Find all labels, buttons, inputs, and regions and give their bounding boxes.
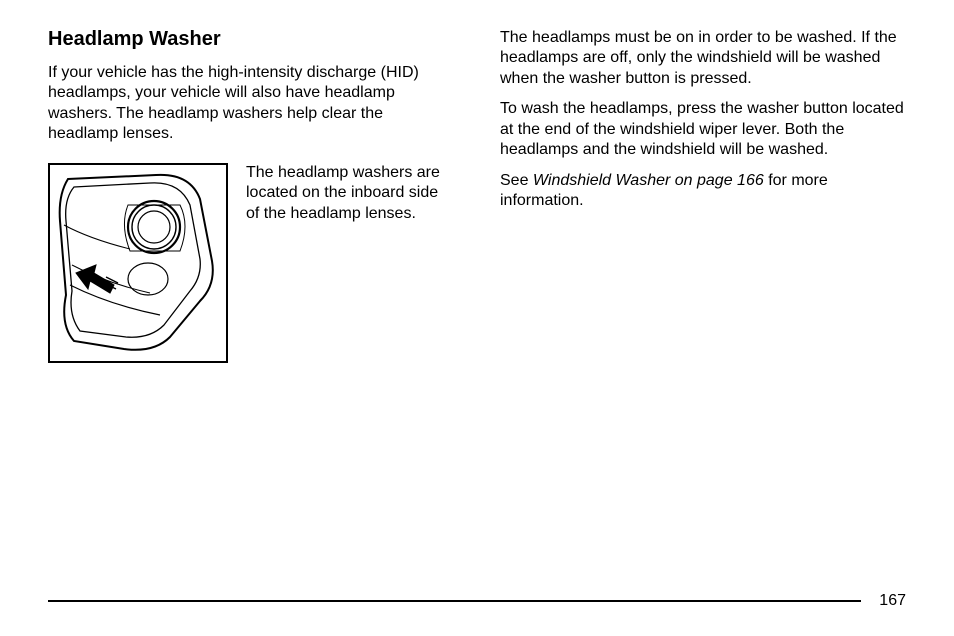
page-number: 167 bbox=[861, 592, 906, 610]
headlamp-diagram bbox=[48, 163, 228, 363]
lens-outer bbox=[128, 201, 180, 253]
intro-paragraph: If your vehicle has the high-intensity d… bbox=[48, 63, 454, 145]
ref-pre: See bbox=[500, 172, 533, 189]
left-column: Headlamp Washer If your vehicle has the … bbox=[48, 28, 454, 363]
figure-caption: The headlamp washers are located on the … bbox=[246, 163, 454, 363]
lens-ring-2 bbox=[138, 211, 170, 243]
lens-ring-1 bbox=[132, 205, 176, 249]
right-p1: The headlamps must be on in order to be … bbox=[500, 28, 906, 89]
figure-row: The headlamp washers are located on the … bbox=[48, 163, 454, 363]
headlamp-svg bbox=[50, 165, 226, 361]
right-p2: To wash the headlamps, press the washer … bbox=[500, 99, 906, 160]
housing-outline bbox=[60, 175, 213, 350]
footer-rule bbox=[48, 600, 861, 602]
cross-reference: Windshield Washer on page 166 bbox=[533, 172, 764, 189]
right-p3: See Windshield Washer on page 166 for mo… bbox=[500, 171, 906, 212]
section-heading: Headlamp Washer bbox=[48, 28, 454, 51]
crease-line-3 bbox=[64, 225, 130, 249]
secondary-lamp bbox=[128, 263, 168, 295]
arrow-icon bbox=[76, 265, 114, 293]
manual-page: Headlamp Washer If your vehicle has the … bbox=[0, 0, 954, 636]
crease-line-1 bbox=[70, 285, 160, 315]
content-columns: Headlamp Washer If your vehicle has the … bbox=[48, 28, 906, 363]
right-column: The headlamps must be on in order to be … bbox=[500, 28, 906, 363]
page-footer: 167 bbox=[48, 592, 906, 610]
